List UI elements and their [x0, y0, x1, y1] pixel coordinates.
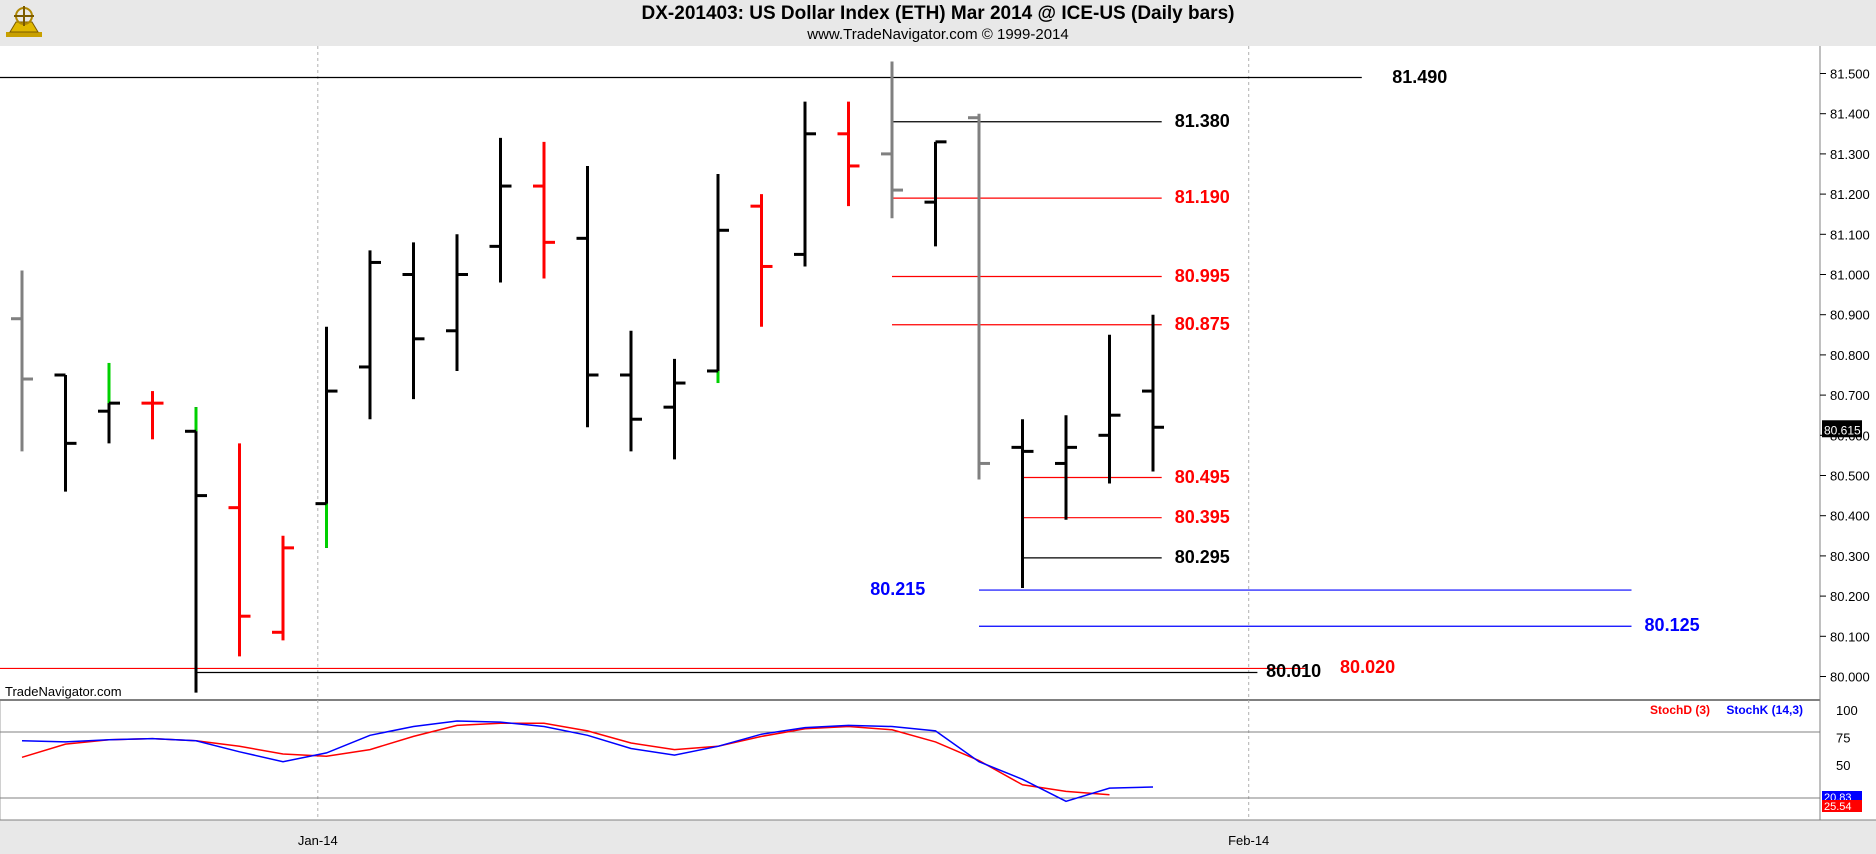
- y-tick-label: 80.300: [1830, 549, 1870, 564]
- level-label: 80.215: [870, 579, 926, 600]
- ohlc-bar: [620, 330, 642, 452]
- ohlc-bar: [533, 141, 555, 279]
- level-label: 80.125: [1644, 615, 1700, 636]
- y-tick-label: 80.800: [1830, 348, 1870, 363]
- level-label: 81.380: [1174, 110, 1230, 131]
- level-label: 80.995: [1174, 265, 1230, 286]
- last-price-box: [1822, 420, 1862, 438]
- ohlc-bar: [881, 61, 903, 219]
- ohlc-bar: [794, 101, 816, 267]
- chart-title: DX-201403: US Dollar Index (ETH) Mar 201…: [641, 3, 1235, 24]
- stochd-value-box: [1822, 800, 1862, 812]
- support-resistance-levels: [0, 76, 1632, 674]
- ohlc-bar: [402, 242, 425, 400]
- level-label: 80.875: [1174, 313, 1230, 334]
- watermark-text: TradeNavigator.com: [5, 684, 122, 699]
- x-tick-label: Jan-14: [298, 833, 338, 848]
- level-label: 81.190: [1174, 187, 1230, 208]
- ohlc-bar: [924, 140, 947, 247]
- ohlc-bar: [54, 373, 77, 492]
- level-label: 80.495: [1174, 466, 1230, 487]
- level-label: 80.020: [1340, 657, 1396, 678]
- ohlc-bar: [228, 443, 251, 657]
- ohlc-bar: [98, 362, 120, 444]
- ohlc-bar: [1011, 419, 1034, 589]
- ohlc-bars: [11, 61, 1164, 693]
- y-tick-label: 81.100: [1830, 227, 1870, 242]
- price-panel-background: [0, 46, 1820, 700]
- stochastic-panel-background: [0, 699, 1821, 821]
- x-tick-label: Feb-14: [1228, 833, 1269, 848]
- ohlc-bar: [1142, 314, 1164, 472]
- ohlc-bar: [11, 270, 33, 452]
- level-label: 81.490: [1392, 66, 1448, 87]
- ohlc-bar: [141, 391, 164, 440]
- stoch-y-tick-label: 100: [1836, 703, 1858, 718]
- y-tick-label: 81.000: [1830, 268, 1870, 283]
- y-tick-label: 81.500: [1830, 67, 1870, 82]
- level-label: 80.395: [1174, 506, 1230, 527]
- level-label: 80.295: [1174, 546, 1230, 567]
- y-tick-label: 80.100: [1830, 629, 1870, 644]
- ohlc-bar: [446, 234, 468, 371]
- y-tick-label: 80.700: [1830, 388, 1870, 403]
- ohlc-bar: [837, 101, 860, 207]
- ohlc-bar: [750, 194, 773, 327]
- y-tick-label: 81.400: [1830, 107, 1870, 122]
- y-tick-label: 80.500: [1830, 469, 1870, 484]
- trade-navigator-logo-icon: [4, 2, 44, 40]
- y-tick-label: 80.900: [1830, 308, 1870, 323]
- stoch-y-tick-label: 75: [1836, 731, 1850, 746]
- ohlc-bar: [968, 113, 990, 480]
- y-tick-label: 81.200: [1830, 187, 1870, 202]
- y-tick-label: 80.400: [1830, 509, 1870, 524]
- ohlc-bar: [1055, 415, 1077, 520]
- y-tick-label: 80.200: [1830, 589, 1870, 604]
- y-tick-label: 80.000: [1830, 670, 1870, 685]
- y-tick-label: 81.300: [1830, 147, 1870, 162]
- last-price-label: 80.615: [1824, 423, 1861, 437]
- ohlc-bar: [576, 165, 599, 428]
- stoch-series-line: [21, 720, 1154, 803]
- ohlc-bar: [707, 174, 729, 384]
- chart-subtitle: www.TradeNavigator.com © 1999-2014: [807, 26, 1069, 43]
- ohlc-bar: [185, 407, 207, 693]
- chart-header: DX-201403: US Dollar Index (ETH) Mar 201…: [0, 0, 1876, 46]
- stoch-y-tick-label: 50: [1836, 758, 1850, 773]
- ohlc-bar: [315, 326, 338, 548]
- ohlc-bar: [359, 250, 381, 420]
- legend-stochk: StochK (14,3): [1726, 703, 1803, 717]
- stoch-series-line: [21, 722, 1110, 796]
- ohlc-bar: [663, 358, 686, 460]
- ohlc-bar: [1098, 334, 1121, 484]
- legend-stochd: StochD (3): [1650, 703, 1710, 717]
- level-label: 80.010: [1266, 661, 1322, 682]
- price-axis: 81.500 81.400 81.300 81.200 81.100 81.000 80.9…: [1820, 67, 1870, 685]
- stochd-value-label: 25.54: [1824, 801, 1852, 813]
- ohlc-bar: [272, 535, 294, 641]
- ohlc-bar: [489, 137, 512, 283]
